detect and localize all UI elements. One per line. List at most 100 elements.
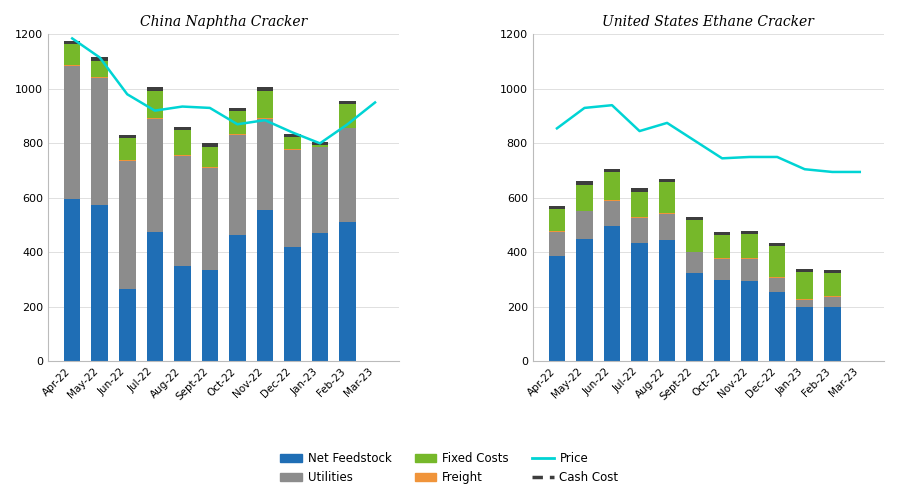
Bar bbox=[229, 135, 245, 235]
Bar bbox=[769, 243, 786, 246]
Bar bbox=[631, 243, 648, 361]
Bar bbox=[284, 137, 300, 149]
Bar bbox=[659, 214, 675, 240]
Bar bbox=[686, 217, 703, 220]
Bar bbox=[714, 232, 730, 235]
Bar bbox=[769, 246, 786, 277]
Bar bbox=[339, 101, 356, 104]
Bar bbox=[604, 200, 620, 226]
Bar bbox=[64, 199, 81, 361]
Bar bbox=[339, 128, 356, 222]
Bar bbox=[769, 278, 786, 292]
Bar bbox=[201, 270, 218, 361]
Bar bbox=[824, 297, 841, 307]
Bar bbox=[174, 155, 191, 266]
Bar bbox=[686, 252, 703, 273]
Bar bbox=[174, 127, 191, 130]
Bar bbox=[64, 41, 81, 45]
Bar bbox=[659, 179, 675, 182]
Bar bbox=[631, 217, 648, 218]
Bar bbox=[256, 118, 273, 119]
Title: China Naphtha Cracker: China Naphtha Cracker bbox=[140, 15, 307, 29]
Bar bbox=[64, 66, 81, 199]
Bar bbox=[714, 235, 730, 258]
Bar bbox=[824, 307, 841, 361]
Bar bbox=[201, 167, 218, 168]
Bar bbox=[229, 134, 245, 135]
Bar bbox=[312, 145, 328, 147]
Bar bbox=[824, 270, 841, 273]
Bar bbox=[686, 251, 703, 252]
Bar bbox=[147, 232, 163, 361]
Bar bbox=[201, 147, 218, 167]
Bar bbox=[824, 273, 841, 297]
Bar bbox=[576, 239, 592, 361]
Title: United States Ethane Cracker: United States Ethane Cracker bbox=[602, 15, 814, 29]
Bar bbox=[119, 160, 136, 161]
Bar bbox=[769, 277, 786, 278]
Bar bbox=[631, 188, 648, 192]
Bar bbox=[312, 233, 328, 361]
Bar bbox=[312, 148, 328, 233]
Bar bbox=[256, 91, 273, 118]
Bar bbox=[769, 292, 786, 361]
Bar bbox=[92, 61, 108, 77]
Bar bbox=[92, 57, 108, 61]
Bar bbox=[256, 119, 273, 210]
Bar bbox=[714, 280, 730, 361]
Bar bbox=[92, 78, 108, 204]
Bar bbox=[659, 213, 675, 214]
Bar bbox=[284, 150, 300, 247]
Bar bbox=[64, 65, 81, 66]
Bar bbox=[284, 149, 300, 150]
Bar bbox=[797, 299, 813, 300]
Bar bbox=[147, 88, 163, 91]
Bar bbox=[174, 130, 191, 155]
Bar bbox=[548, 231, 565, 232]
Bar bbox=[201, 144, 218, 147]
Bar bbox=[742, 231, 758, 234]
Bar bbox=[659, 240, 675, 361]
Bar bbox=[229, 235, 245, 361]
Bar bbox=[92, 77, 108, 78]
Bar bbox=[119, 289, 136, 361]
Bar bbox=[797, 269, 813, 272]
Bar bbox=[686, 220, 703, 251]
Bar bbox=[92, 204, 108, 361]
Bar bbox=[631, 192, 648, 217]
Bar bbox=[284, 134, 300, 137]
Bar bbox=[174, 266, 191, 361]
Bar bbox=[147, 91, 163, 118]
Bar bbox=[256, 88, 273, 91]
Bar bbox=[64, 45, 81, 65]
Bar bbox=[548, 256, 565, 361]
Bar bbox=[742, 281, 758, 361]
Bar bbox=[797, 300, 813, 307]
Bar bbox=[312, 147, 328, 148]
Bar bbox=[576, 185, 592, 211]
Bar bbox=[604, 169, 620, 172]
Bar bbox=[548, 232, 565, 256]
Bar bbox=[631, 218, 648, 243]
Bar bbox=[548, 209, 565, 231]
Bar bbox=[797, 307, 813, 361]
Bar bbox=[576, 182, 592, 185]
Bar bbox=[229, 108, 245, 111]
Bar bbox=[576, 211, 592, 239]
Bar bbox=[659, 182, 675, 213]
Bar bbox=[604, 226, 620, 361]
Bar bbox=[714, 258, 730, 259]
Bar bbox=[147, 119, 163, 232]
Bar bbox=[119, 139, 136, 160]
Legend: Net Feedstock, Utilities, Fixed Costs, Freight, Price, Cash Cost: Net Feedstock, Utilities, Fixed Costs, F… bbox=[276, 448, 623, 489]
Bar bbox=[339, 104, 356, 128]
Bar bbox=[797, 272, 813, 299]
Bar bbox=[256, 210, 273, 361]
Bar bbox=[312, 142, 328, 145]
Bar bbox=[742, 234, 758, 258]
Bar bbox=[742, 259, 758, 281]
Bar bbox=[229, 111, 245, 134]
Bar bbox=[119, 161, 136, 289]
Bar bbox=[604, 172, 620, 200]
Bar bbox=[714, 259, 730, 280]
